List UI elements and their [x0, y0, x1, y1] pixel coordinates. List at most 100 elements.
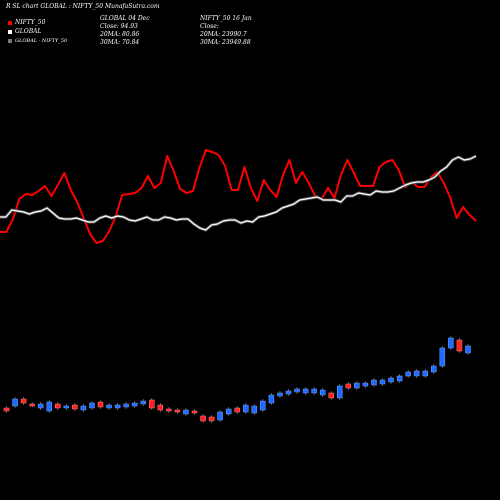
nifty-stat-close: Close: [200, 23, 219, 30]
candle-body [46, 401, 52, 412]
candle [345, 382, 352, 390]
candle-body [413, 370, 420, 377]
candles-layer [3, 336, 471, 423]
candle-body [285, 390, 292, 395]
candle-body [106, 404, 112, 409]
candle-body [20, 398, 27, 404]
candle [311, 387, 317, 395]
candle-body [217, 411, 223, 421]
series-line-global [0, 149, 477, 244]
candle-body [379, 379, 386, 385]
legend-label: GLOBAL - NIFTY_50 [15, 38, 68, 44]
legend-item-global: GLOBAL [8, 28, 41, 36]
candle [166, 407, 172, 413]
candle [217, 410, 223, 422]
candle-body [234, 407, 240, 413]
candle [46, 400, 52, 413]
candle [319, 388, 326, 397]
candle [131, 401, 138, 408]
candle [354, 381, 360, 390]
candle-body [174, 409, 181, 413]
candle [388, 376, 394, 384]
legend-item-ratio: GLOBAL - NIFTY_50 [8, 37, 67, 45]
global-stat-close: Close: 94.93 [100, 23, 138, 30]
candle-body [55, 403, 61, 409]
candle [448, 336, 454, 350]
global-stat-20ma: 20MA: 80.86 [100, 31, 140, 38]
candle [465, 344, 471, 355]
candle [114, 403, 121, 410]
candle [234, 406, 240, 414]
candle-body [243, 404, 249, 413]
chart-title: R SL chart GLOBAL : NIFTY_50 MunafaSutra… [6, 3, 160, 10]
candle-body [157, 404, 164, 411]
candle-body [251, 405, 258, 414]
legend-label: GLOBAL [15, 28, 42, 35]
nifty-stats: NIFTY_50 16 Jan Close: 20MA: 23990.7 30M… [200, 15, 252, 47]
candle-body [431, 365, 437, 373]
candle-body [456, 339, 463, 352]
candle-body [302, 388, 309, 394]
lines-layer [0, 149, 477, 244]
candle [37, 402, 44, 410]
candle [405, 370, 411, 378]
candle-body [319, 389, 326, 396]
candle [12, 397, 18, 408]
candle [208, 415, 215, 423]
candle-body [277, 392, 283, 397]
candle [302, 387, 309, 395]
legend-label: NIFTY_50 [15, 19, 46, 26]
candle-body [123, 403, 129, 408]
candle [191, 409, 198, 415]
candle-body [345, 383, 352, 389]
candle [413, 369, 420, 378]
candle [80, 404, 87, 412]
candle [362, 381, 369, 388]
candle [225, 407, 232, 416]
nifty-stat-date: NIFTY_50 16 Jan [200, 15, 252, 22]
candle [456, 338, 463, 353]
candle-body [294, 388, 300, 393]
candle-body [12, 398, 18, 407]
candle-body [166, 408, 172, 412]
candle [63, 404, 70, 410]
candle [396, 374, 403, 383]
candle [371, 378, 377, 387]
candle-body [3, 407, 10, 412]
candle [379, 378, 386, 386]
candle [277, 391, 283, 398]
series-line-nifty-50 [0, 155, 477, 231]
candle [72, 403, 78, 411]
candle-body [37, 403, 44, 409]
candle-body [225, 408, 232, 415]
candle [106, 403, 112, 410]
candle-body [268, 394, 275, 404]
legend-item-nifty: NIFTY_50 [8, 19, 45, 27]
candle-body [208, 416, 215, 422]
candle [149, 398, 155, 410]
candle [97, 400, 104, 409]
legend-swatch-white [8, 29, 12, 34]
candle [20, 397, 27, 405]
candle-body [448, 337, 454, 349]
candle [174, 408, 181, 414]
candle-body [405, 371, 411, 377]
candle-body [149, 399, 155, 409]
candle-body [388, 377, 394, 383]
global-stats: GLOBAL 04 Dec Close: 94.93 20MA: 80.86 3… [100, 15, 150, 47]
candle-body [114, 404, 121, 409]
candle-body [72, 404, 78, 410]
global-stat-30ma: 30MA: 70.84 [100, 39, 140, 46]
candle-body [422, 370, 428, 377]
candle [251, 404, 258, 415]
candle [439, 346, 446, 368]
candle-body [362, 382, 369, 387]
candle-body [131, 402, 138, 407]
candle [431, 364, 437, 374]
candle [123, 402, 129, 409]
candle [337, 384, 343, 400]
candle [260, 399, 266, 412]
candle-body [97, 401, 104, 408]
candle-body [80, 405, 87, 411]
legend-swatch-red [8, 20, 12, 25]
